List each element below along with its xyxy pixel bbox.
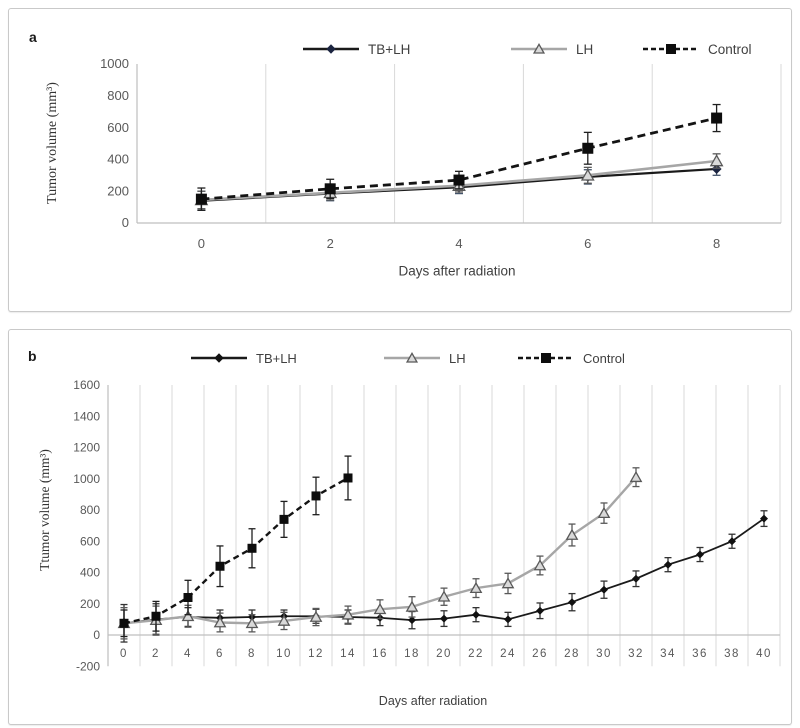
svg-text:34: 34	[660, 648, 676, 660]
svg-text:1200: 1200	[73, 441, 100, 455]
legend-label-lh-b: LH	[449, 350, 466, 366]
legend-item-tblh-a: TB+LH	[302, 41, 410, 57]
panel-a: a TB+LH LH Control Tumor volume (mm³) Da…	[8, 8, 792, 312]
x-axis-title-a: Days after radiation	[398, 263, 516, 279]
svg-text:600: 600	[80, 534, 100, 548]
axes	[136, 64, 781, 224]
gridlines	[265, 64, 782, 223]
svg-text:8: 8	[248, 648, 256, 660]
y-axis-ticks: 0 200 400 600 800 1000	[100, 56, 129, 230]
svg-text:24: 24	[500, 648, 516, 660]
svg-text:2: 2	[152, 648, 160, 660]
svg-text:1600: 1600	[73, 378, 100, 392]
svg-text:800: 800	[80, 503, 100, 517]
x-axis-title-b: Days after radiation	[378, 694, 488, 708]
svg-text:200: 200	[80, 597, 100, 611]
axes	[107, 385, 780, 667]
control-line-marker-icon	[517, 351, 575, 365]
svg-text:38: 38	[724, 648, 740, 660]
series-Control	[119, 455, 353, 638]
series-Control	[195, 103, 723, 211]
series-LH	[117, 467, 643, 640]
control-line-marker-icon	[642, 42, 700, 56]
svg-text:1000: 1000	[100, 56, 129, 71]
svg-text:6: 6	[216, 648, 224, 660]
chart-a: 0 200 400 600 800 1000 0 2 4 6 8	[100, 56, 782, 251]
svg-text:0: 0	[198, 236, 205, 251]
svg-text:400: 400	[80, 566, 100, 580]
legend-item-lh-a: LH	[510, 41, 593, 57]
svg-text:28: 28	[564, 648, 580, 660]
legend-item-tblh-b: TB+LH	[190, 350, 297, 366]
legend-label-tblh-a: TB+LH	[368, 41, 411, 57]
svg-text:1400: 1400	[73, 409, 100, 423]
legend-label-control-a: Control	[708, 41, 752, 57]
svg-text:0: 0	[93, 628, 100, 642]
svg-text:12: 12	[308, 648, 324, 660]
svg-text:18: 18	[404, 648, 420, 660]
svg-text:14: 14	[340, 648, 356, 660]
svg-text:16: 16	[372, 648, 388, 660]
svg-text:0: 0	[122, 215, 129, 230]
svg-text:4: 4	[455, 236, 462, 251]
svg-text:800: 800	[107, 88, 129, 103]
x-axis-ticks: 0 2 4 6 8	[198, 236, 720, 251]
svg-text:600: 600	[107, 120, 129, 135]
panel-label-b: b	[28, 348, 37, 364]
legend-label-control-b: Control	[583, 350, 625, 366]
x-axis-ticks: 0 2 4 6 8 10 12 14 16 18 20 22 24 26 28 30 32 34 36 38 40	[120, 648, 772, 660]
svg-text:400: 400	[107, 152, 129, 167]
svg-text:8: 8	[713, 236, 720, 251]
legend-item-control-b: Control	[517, 350, 625, 366]
y-axis-ticks: -200 0 200 400 600 800 1000 1200 1400 1600	[73, 378, 100, 673]
svg-text:40: 40	[756, 648, 772, 660]
tblh-line-marker-icon	[190, 351, 248, 365]
svg-text:-200: -200	[76, 659, 100, 673]
panel-b: b TB+LH LH Control Ttumor volume (mm³) D…	[8, 329, 792, 725]
legend-item-lh-b: LH	[383, 350, 466, 366]
svg-text:4: 4	[184, 648, 192, 660]
panel-label-a: a	[29, 29, 37, 45]
svg-text:200: 200	[107, 183, 129, 198]
legend-label-tblh-b: TB+LH	[256, 350, 297, 366]
svg-text:2: 2	[327, 236, 334, 251]
svg-text:1000: 1000	[73, 472, 100, 486]
svg-text:22: 22	[468, 648, 484, 660]
svg-text:36: 36	[692, 648, 708, 660]
svg-text:6: 6	[584, 236, 591, 251]
lh-line-marker-icon	[383, 351, 441, 365]
legend-label-lh-a: LH	[576, 41, 594, 57]
legend-item-control-a: Control	[642, 41, 752, 57]
svg-text:26: 26	[532, 648, 548, 660]
svg-text:20: 20	[436, 648, 452, 660]
lh-line-marker-icon	[510, 42, 568, 56]
svg-text:10: 10	[276, 648, 292, 660]
tblh-line-marker-icon	[302, 42, 360, 56]
svg-text:30: 30	[596, 648, 612, 660]
svg-text:0: 0	[120, 648, 128, 660]
svg-text:32: 32	[628, 648, 644, 660]
